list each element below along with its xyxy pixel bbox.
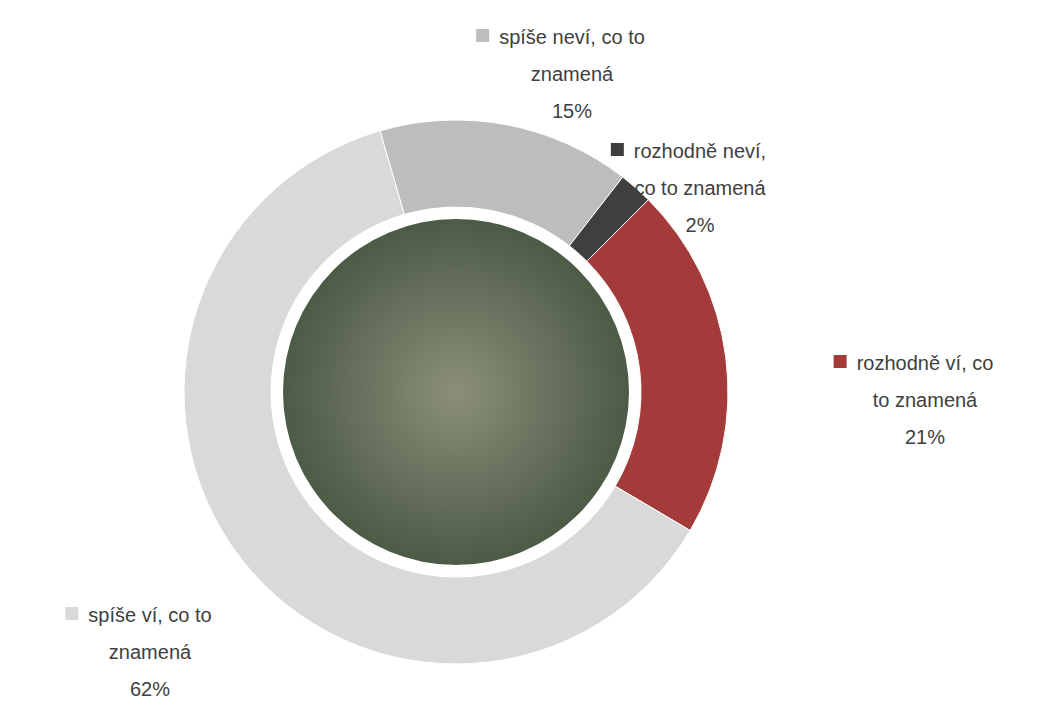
- photo-placeholder: [283, 219, 629, 565]
- labels: rozhodně ví, coto znamená 21% spíše ví, co…: [65, 26, 993, 700]
- value-label: 15%: [552, 100, 592, 122]
- slice-label: spíše ví, co toznamená: [88, 604, 211, 663]
- legend-marker: [65, 607, 78, 620]
- slice-label: rozhodně neví,co to znamená: [634, 140, 767, 199]
- slices: [184, 120, 728, 664]
- chart: rozhodně ví, coto znamená 21% spíše ví, co…: [0, 0, 1048, 728]
- legend-marker: [476, 29, 489, 42]
- slice: [184, 131, 690, 664]
- value-label: 21%: [905, 426, 945, 448]
- slice-label: spíše neví, co toznamená: [499, 26, 645, 85]
- legend-marker: [834, 355, 847, 368]
- slice-label: rozhodně ví, coto znamená: [857, 352, 994, 411]
- value-label: 2%: [686, 214, 715, 236]
- value-label: 62%: [130, 678, 170, 700]
- chart-container: rozhodně ví, coto znamená 21% spíše ví, co…: [0, 0, 1048, 728]
- legend-marker: [611, 143, 624, 156]
